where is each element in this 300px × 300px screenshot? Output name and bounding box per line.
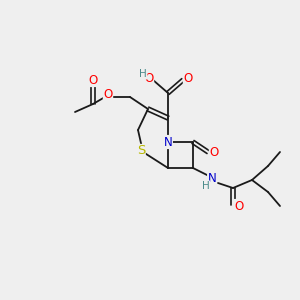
Text: O: O <box>144 71 154 85</box>
Text: O: O <box>183 71 193 85</box>
Text: O: O <box>234 200 244 212</box>
Text: H: H <box>139 69 147 79</box>
Text: O: O <box>209 146 219 158</box>
Text: N: N <box>164 136 172 148</box>
Text: O: O <box>103 88 112 101</box>
Text: S: S <box>137 145 145 158</box>
Text: O: O <box>88 74 98 86</box>
Text: N: N <box>208 172 216 185</box>
Text: H: H <box>202 181 210 191</box>
